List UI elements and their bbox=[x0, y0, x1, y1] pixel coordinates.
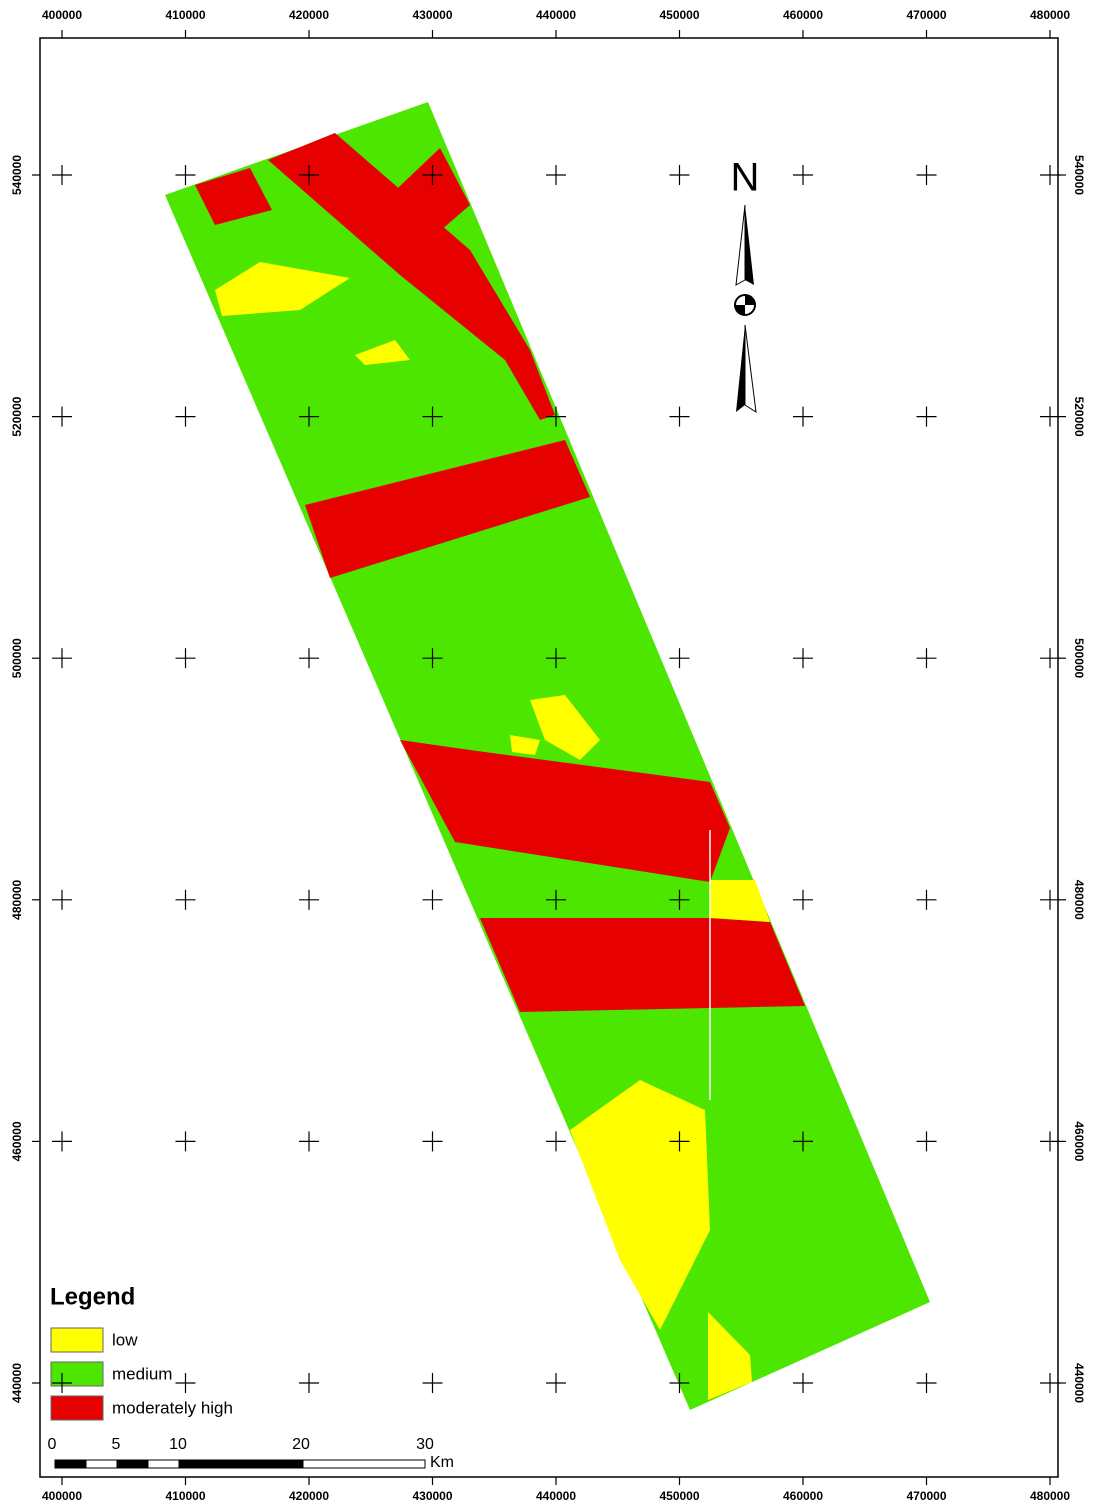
x-coordinate-label: 460000 bbox=[783, 1489, 823, 1503]
y-coordinate-label: 480000 bbox=[10, 879, 24, 919]
y-coordinate-label: 440000 bbox=[1072, 1363, 1086, 1403]
y-coordinate-label: 540000 bbox=[10, 155, 24, 195]
x-coordinate-label: 430000 bbox=[412, 8, 452, 22]
y-coordinate-label: 480000 bbox=[1072, 880, 1086, 920]
legend-label: low bbox=[112, 1330, 138, 1349]
scale-segment bbox=[148, 1460, 179, 1468]
x-coordinate-label: 480000 bbox=[1030, 1489, 1070, 1503]
x-coordinate-label: 420000 bbox=[289, 8, 329, 22]
y-coordinate-label: 460000 bbox=[1072, 1121, 1086, 1161]
scale-segment bbox=[303, 1460, 425, 1468]
x-coordinate-label: 410000 bbox=[165, 8, 205, 22]
x-coordinate-label: 470000 bbox=[906, 8, 946, 22]
x-coordinate-label: 450000 bbox=[659, 1489, 699, 1503]
y-coordinate-label: 440000 bbox=[10, 1363, 24, 1403]
x-coordinate-label: 470000 bbox=[906, 1489, 946, 1503]
x-coordinate-label: 400000 bbox=[42, 8, 82, 22]
scale-segment bbox=[86, 1460, 117, 1468]
legend-title: Legend bbox=[50, 1283, 135, 1310]
scale-segment bbox=[117, 1460, 148, 1468]
north-label: N bbox=[731, 156, 760, 200]
y-coordinate-label: 520000 bbox=[1072, 397, 1086, 437]
legend-label: medium bbox=[112, 1364, 172, 1383]
legend-swatch bbox=[51, 1328, 103, 1352]
legend-label: moderately high bbox=[112, 1398, 233, 1417]
x-coordinate-label: 440000 bbox=[536, 8, 576, 22]
x-coordinate-label: 460000 bbox=[783, 8, 823, 22]
map-layout: N Legend low medium moderately high 0 5 10 20… bbox=[0, 0, 1098, 1510]
scale-label: 0 bbox=[48, 1436, 57, 1453]
scale-label: 5 bbox=[112, 1436, 121, 1453]
x-coordinate-label: 450000 bbox=[659, 8, 699, 22]
high-area bbox=[480, 918, 805, 1012]
scale-unit: Km bbox=[430, 1454, 454, 1471]
scale-label: 10 bbox=[169, 1436, 187, 1453]
legend-swatch bbox=[51, 1396, 103, 1420]
x-coordinate-label: 420000 bbox=[289, 1489, 329, 1503]
y-coordinate-label: 500000 bbox=[1072, 638, 1086, 678]
scale-label: 20 bbox=[292, 1436, 310, 1453]
y-coordinate-label: 500000 bbox=[10, 638, 24, 678]
scale-segment bbox=[55, 1460, 86, 1468]
x-coordinate-label: 480000 bbox=[1030, 8, 1070, 22]
x-coordinate-label: 400000 bbox=[42, 1489, 82, 1503]
x-coordinate-label: 410000 bbox=[165, 1489, 205, 1503]
x-coordinate-label: 430000 bbox=[412, 1489, 452, 1503]
y-coordinate-label: 460000 bbox=[10, 1121, 24, 1161]
y-coordinate-label: 520000 bbox=[10, 396, 24, 436]
scale-label: 30 bbox=[416, 1436, 434, 1453]
y-coordinate-label: 540000 bbox=[1072, 155, 1086, 195]
x-coordinate-label: 440000 bbox=[536, 1489, 576, 1503]
scale-segment bbox=[179, 1460, 303, 1468]
